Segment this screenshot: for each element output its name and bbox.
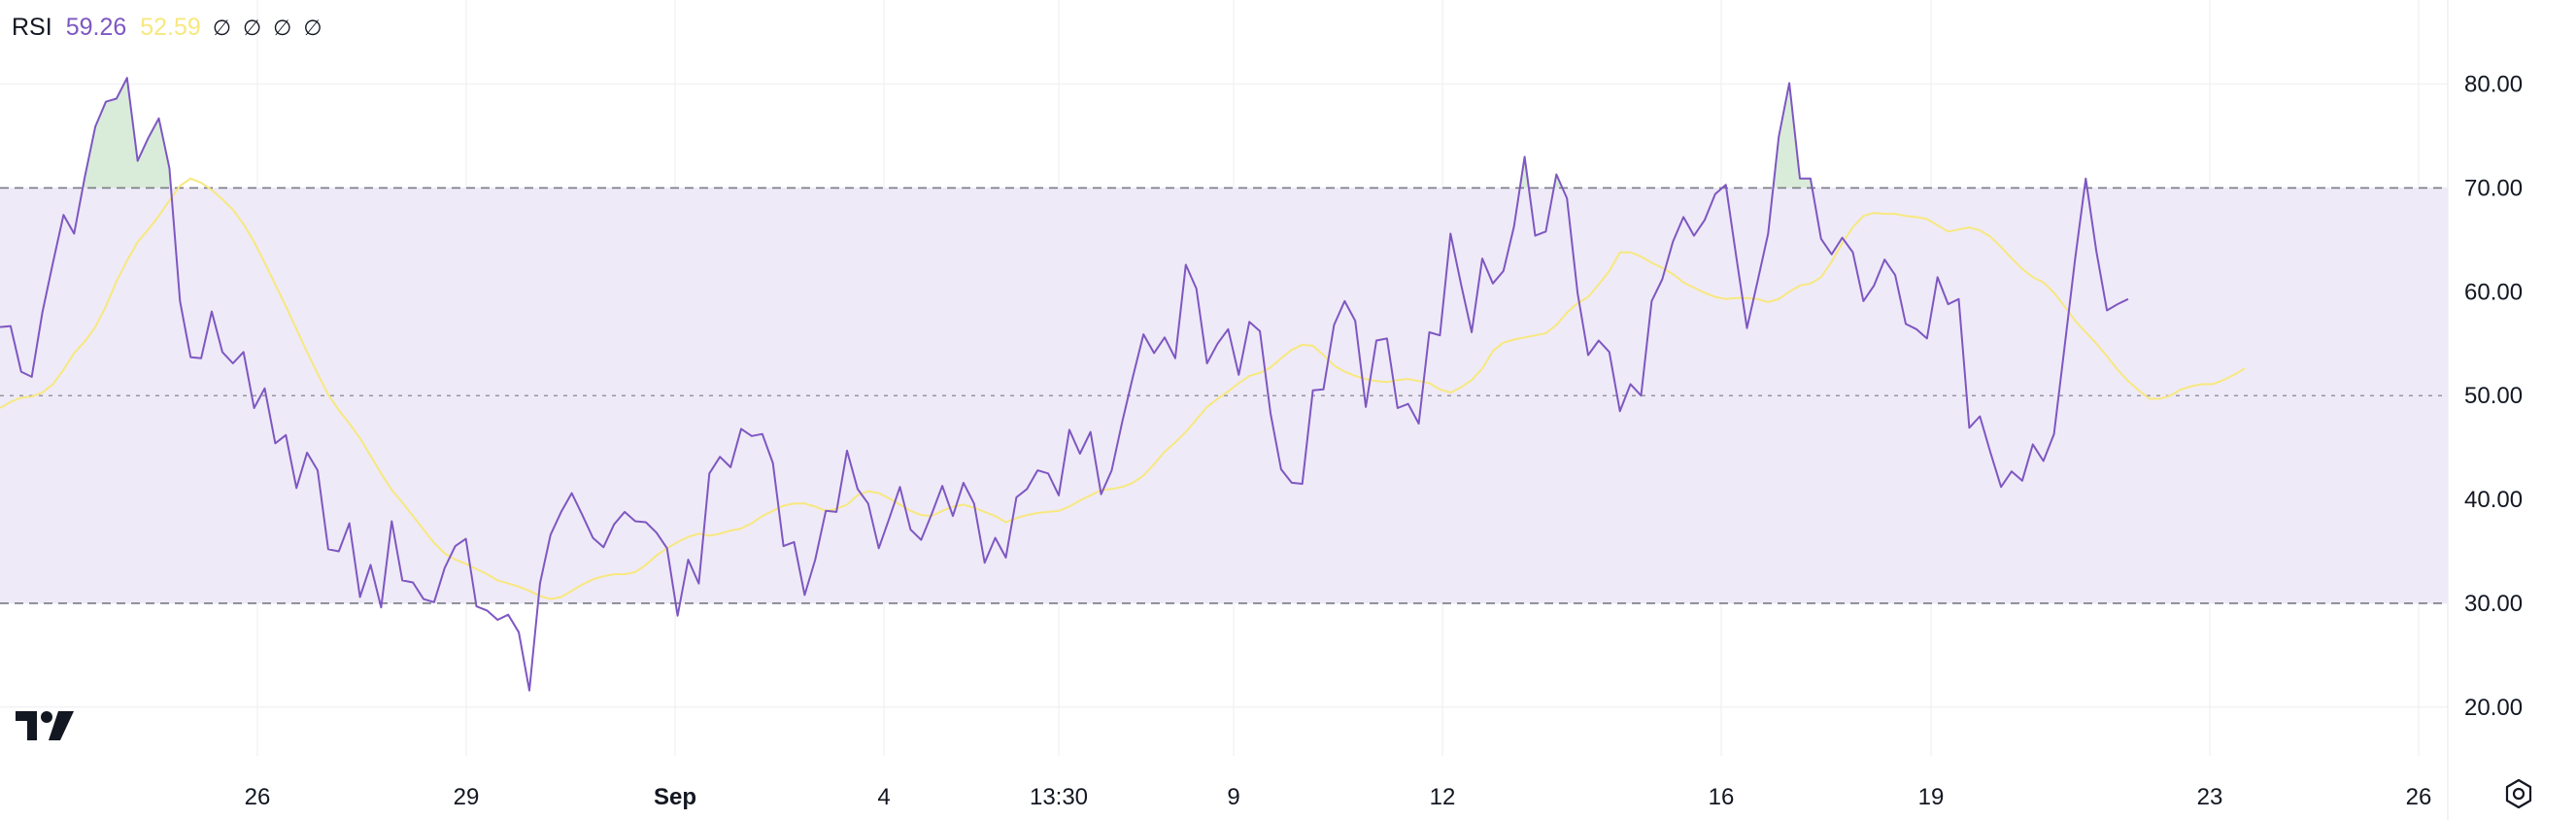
- na-value-2: ∅: [242, 15, 262, 40]
- x-tick-label: 9: [1227, 784, 1239, 810]
- x-tick-label: 26: [245, 784, 271, 810]
- x-tick-label: 12: [1430, 784, 1456, 810]
- series-ma-line: [0, 177, 2246, 600]
- settings-gear-icon[interactable]: [2502, 777, 2535, 810]
- tradingview-logo-icon[interactable]: [16, 709, 78, 742]
- na-value-3: ∅: [273, 15, 292, 40]
- x-tick-label: 16: [1709, 784, 1735, 810]
- y-tick-label: 30.00: [2464, 591, 2523, 617]
- na-value-1: ∅: [212, 15, 231, 40]
- rsi-value: 59.26: [65, 14, 127, 41]
- indicator-name: RSI: [12, 14, 52, 41]
- x-tick-label: 4: [877, 784, 890, 810]
- x-tick-label: Sep: [654, 784, 696, 810]
- y-tick-label: 40.00: [2464, 487, 2523, 513]
- x-axis: 26 29 Sep 4 13:30 9 12 16 19 23 26: [245, 784, 2432, 810]
- na-value-4: ∅: [303, 15, 322, 40]
- y-tick-label: 80.00: [2464, 72, 2523, 98]
- indicator-legend: RSI 59.26 52.59 ∅ ∅ ∅ ∅: [12, 14, 322, 42]
- y-tick-label: 60.00: [2464, 279, 2523, 305]
- x-tick-label: 13:30: [1030, 784, 1088, 810]
- y-tick-label: 50.00: [2464, 383, 2523, 409]
- x-tick-label: 23: [2197, 784, 2223, 810]
- y-axis: 20.00 30.00 40.00 50.00 60.00 70.00 80.00: [2464, 72, 2523, 721]
- y-tick-label: 70.00: [2464, 175, 2523, 201]
- x-tick-label: 26: [2406, 784, 2432, 810]
- x-tick-label: 19: [1918, 784, 1945, 810]
- ma-value: 52.59: [140, 14, 201, 41]
- x-tick-label: 29: [454, 784, 480, 810]
- series-rsi-line: [0, 77, 2129, 692]
- y-tick-label: 20.00: [2464, 695, 2523, 721]
